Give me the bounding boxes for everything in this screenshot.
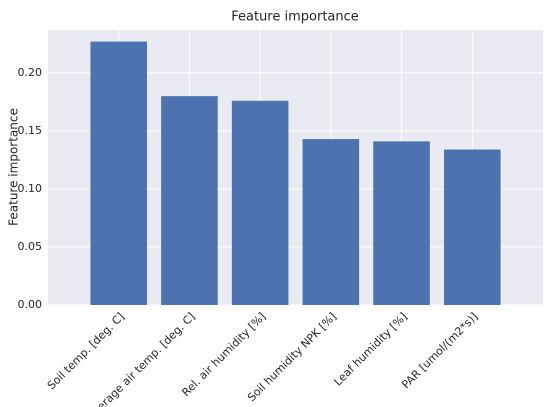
y-tick-label: 0.05 xyxy=(18,240,43,253)
y-tick-label: 0.00 xyxy=(18,298,43,311)
y-tick-label: 0.20 xyxy=(18,66,43,79)
bar xyxy=(161,96,218,305)
bar xyxy=(231,100,289,305)
bar xyxy=(90,41,147,306)
bar xyxy=(302,139,360,305)
x-tick-label: Leaf humidity [%] xyxy=(331,310,409,388)
y-tick-label: 0.15 xyxy=(18,124,43,137)
bar xyxy=(444,149,501,305)
y-tick-label: 0.10 xyxy=(18,182,43,195)
x-tick-label: PAR [umol/(m2*s)] xyxy=(399,310,480,391)
chart-title: Feature importance xyxy=(231,10,359,25)
y-axis-label: Feature importance xyxy=(7,108,21,226)
bar xyxy=(373,141,430,305)
x-tick-label: Soil temp. [deg. C] xyxy=(45,310,127,392)
